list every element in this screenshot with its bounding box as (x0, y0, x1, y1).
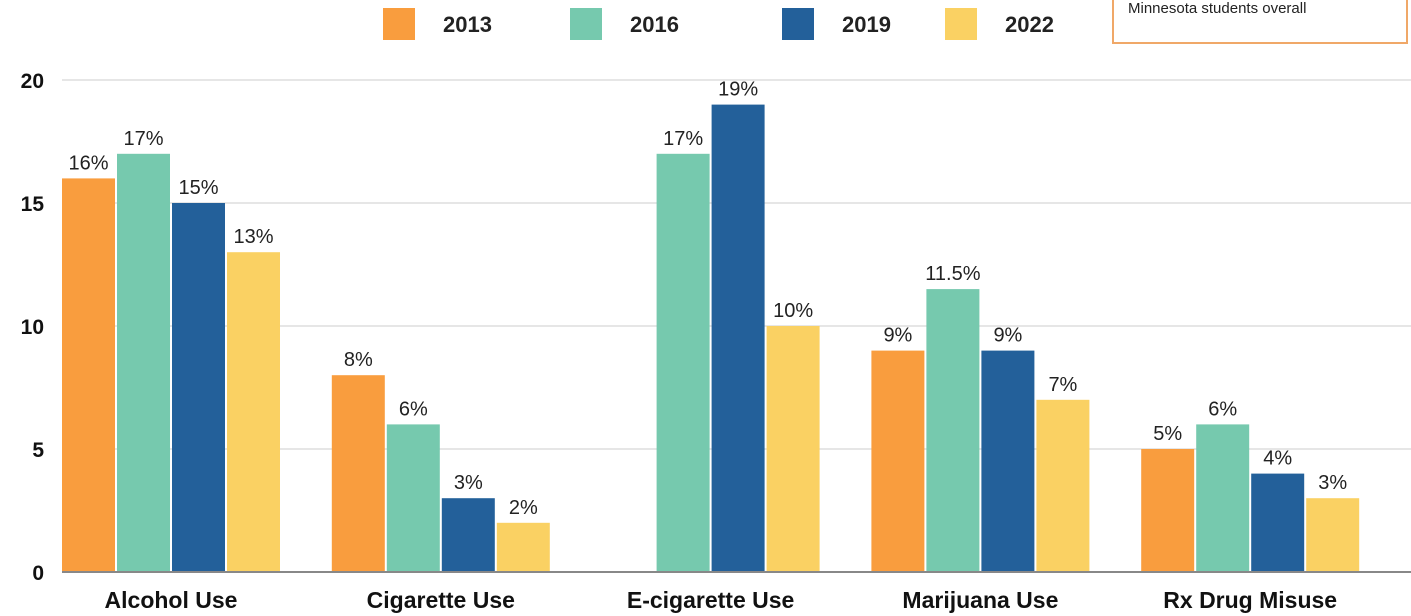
bar-2022-0 (227, 252, 280, 572)
bar-2022-2 (766, 326, 820, 572)
data-label: 2% (509, 497, 538, 519)
data-label: 5% (1153, 423, 1182, 445)
data-label: 13% (233, 226, 273, 248)
x-tick-label: E-cigarette Use (627, 587, 794, 613)
bars (62, 104, 1360, 573)
data-label: 19% (718, 79, 758, 101)
data-label: 6% (399, 398, 428, 420)
bar-2019-1 (441, 498, 495, 572)
note-box: Minnesota students overall (1112, 0, 1408, 44)
bar-2016-0 (117, 153, 170, 573)
x-tick-label: Rx Drug Misuse (1163, 587, 1337, 613)
y-tick-label: 5 (32, 439, 44, 462)
data-labels: 16% 17% 15% 13% 8% 6% 3% 2% 17% 19% 10% 9% 11.5% 9% 7%… (68, 79, 1347, 519)
data-label: 17% (123, 128, 163, 150)
bar-2016-2 (656, 153, 710, 573)
data-label: 3% (1318, 472, 1347, 494)
legend-swatch-2019 (782, 8, 814, 40)
legend-label-2019: 2019 (842, 12, 891, 37)
data-label: 9% (993, 325, 1022, 347)
bar-2019-3 (981, 350, 1035, 572)
data-label: 9% (883, 325, 912, 347)
data-label: 10% (773, 300, 813, 322)
bar-2019-2 (711, 104, 765, 572)
y-axis: 0 5 10 15 20 (21, 70, 45, 585)
legend-swatch-2013 (383, 8, 415, 40)
data-label: 11.5% (925, 263, 980, 285)
bar-2022-4 (1306, 498, 1360, 572)
legend-label-2013: 2013 (443, 12, 492, 37)
bar-2013-3 (871, 350, 925, 572)
legend-swatch-2016 (570, 8, 602, 40)
x-axis: Alcohol Use Cigarette Use E-cigarette Use M… (62, 571, 1411, 613)
bar-2013-1 (331, 375, 385, 572)
x-tick-label: Alcohol Use (105, 587, 238, 613)
x-tick-label: Marijuana Use (902, 587, 1058, 613)
bar-2013-4 (1141, 449, 1195, 572)
bar-2022-3 (1036, 399, 1090, 572)
y-tick-label: 10 (21, 316, 44, 339)
note-text: Minnesota students overall (1128, 0, 1307, 17)
data-label: 17% (663, 128, 703, 150)
legend-swatch-2022 (945, 8, 977, 40)
legend: 2013 2016 2019 2022 (383, 8, 1054, 40)
data-label: 16% (68, 152, 108, 174)
data-label: 8% (344, 349, 373, 371)
x-tick-label: Cigarette Use (367, 587, 515, 613)
bar-2013-0 (62, 178, 115, 572)
legend-label-2022: 2022 (1005, 12, 1054, 37)
y-tick-label: 20 (21, 70, 44, 93)
data-label: 15% (178, 177, 218, 199)
data-label: 6% (1208, 398, 1237, 420)
bar-2016-1 (386, 424, 440, 572)
bar-2019-0 (172, 203, 225, 572)
y-tick-label: 15 (21, 193, 45, 216)
data-label: 4% (1263, 448, 1292, 470)
data-label: 3% (454, 472, 483, 494)
bar-2016-3 (926, 289, 980, 572)
y-tick-label: 0 (32, 562, 44, 585)
legend-label-2016: 2016 (630, 12, 679, 37)
bar-2016-4 (1196, 424, 1250, 572)
bar-2019-4 (1251, 473, 1305, 572)
bar-2022-1 (496, 522, 550, 572)
data-label: 7% (1048, 374, 1077, 396)
